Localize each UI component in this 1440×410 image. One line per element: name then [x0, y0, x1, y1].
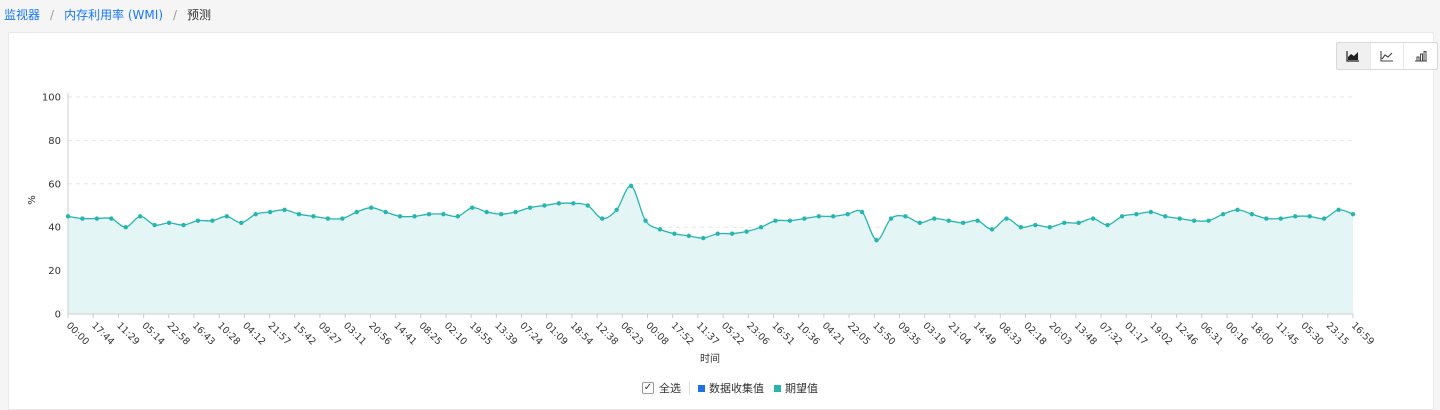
select-all-checkbox[interactable]: ✓ [642, 382, 654, 394]
legend-item-expected-value[interactable]: 期望值 [774, 380, 818, 396]
legend-divider [689, 381, 690, 395]
bar-chart-icon [1414, 51, 1427, 62]
breadcrumb-memory-utilization-link[interactable]: 内存利用率 (WMI) [64, 8, 163, 22]
bar-chart-button[interactable] [1403, 43, 1437, 69]
breadcrumb-current-page: 预测 [187, 8, 212, 22]
chart-legend: ✓ 全选 数据收集值 期望值 [642, 380, 828, 396]
select-all-label[interactable]: 全选 [659, 382, 681, 395]
line-chart-button[interactable] [1369, 43, 1404, 69]
line-chart-icon [1380, 51, 1393, 62]
forecast-chart-panel [8, 32, 1434, 410]
legend-swatch-collected-value [698, 384, 705, 392]
legend-swatch-expected-value [774, 384, 781, 392]
chart-type-switch [1336, 42, 1438, 70]
area-chart-icon [1346, 51, 1360, 62]
legend-item-collected-value[interactable]: 数据收集值 [698, 380, 764, 396]
area-chart-button[interactable] [1337, 43, 1370, 69]
breadcrumb-separator: / [50, 8, 55, 22]
breadcrumb-separator: / [173, 8, 178, 22]
breadcrumb: 监视器 / 内存利用率 (WMI) / 预测 [4, 5, 211, 25]
breadcrumb-monitors-link[interactable]: 监视器 [4, 8, 41, 22]
legend-label-expected-value: 期望值 [785, 382, 818, 395]
legend-label-collected-value: 数据收集值 [709, 382, 764, 395]
